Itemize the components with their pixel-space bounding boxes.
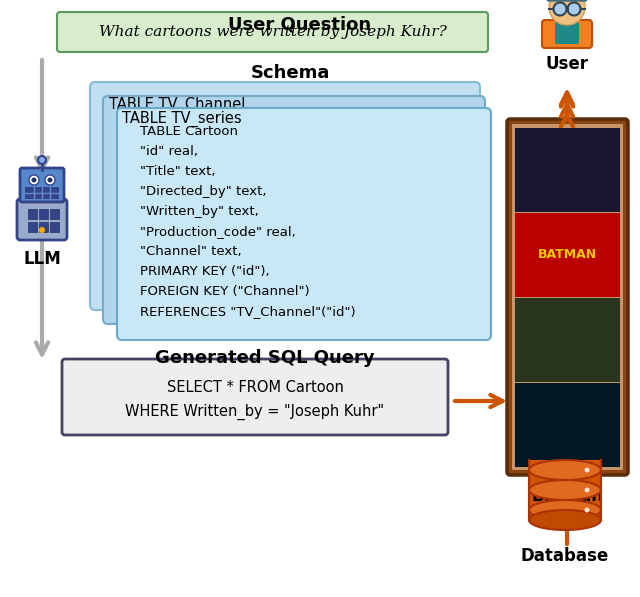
Text: Generated SQL Query: Generated SQL Query (155, 349, 375, 367)
FancyBboxPatch shape (39, 209, 48, 219)
FancyBboxPatch shape (103, 96, 485, 324)
Ellipse shape (529, 480, 601, 500)
Bar (529, 500, 601, 520)
FancyBboxPatch shape (555, 22, 579, 44)
Text: "Written_by" text,: "Written_by" text, (140, 205, 259, 218)
Bar (561, 15, 573, 25)
Bar (529, 460, 601, 480)
Ellipse shape (529, 460, 601, 480)
FancyBboxPatch shape (90, 82, 480, 310)
Ellipse shape (529, 510, 601, 530)
FancyBboxPatch shape (17, 199, 67, 240)
Text: SELECT * FROM Cartoon: SELECT * FROM Cartoon (166, 380, 344, 395)
Text: BATMAN: BATMAN (538, 248, 597, 261)
Bar (515, 383, 620, 467)
FancyBboxPatch shape (50, 209, 59, 219)
Circle shape (549, 0, 585, 25)
Circle shape (31, 177, 36, 183)
FancyBboxPatch shape (28, 209, 37, 219)
Circle shape (47, 177, 52, 183)
Text: TABLE TV_series: TABLE TV_series (122, 111, 242, 127)
Text: "Directed_by" text,: "Directed_by" text, (140, 185, 266, 198)
Circle shape (554, 2, 566, 16)
Text: "Production_code" real,: "Production_code" real, (140, 225, 296, 238)
Text: Schema: Schema (250, 64, 330, 82)
Text: REFERENCES "TV_Channel"("id"): REFERENCES "TV_Channel"("id") (140, 305, 356, 318)
FancyBboxPatch shape (542, 20, 592, 48)
Text: "Channel" text,: "Channel" text, (140, 245, 242, 258)
Text: Batman
Series: Batman Series (531, 487, 604, 526)
Text: User: User (545, 55, 589, 73)
Text: PRIMARY KEY ("id"),: PRIMARY KEY ("id"), (140, 265, 269, 278)
Circle shape (45, 175, 55, 185)
FancyBboxPatch shape (547, 0, 587, 1)
Text: TABLE TV_Channel: TABLE TV_Channel (109, 97, 245, 113)
Ellipse shape (529, 500, 601, 520)
Text: "id" real,: "id" real, (140, 145, 198, 158)
Bar (515, 213, 620, 297)
FancyBboxPatch shape (20, 168, 64, 202)
FancyBboxPatch shape (39, 222, 48, 232)
FancyBboxPatch shape (50, 222, 59, 232)
Circle shape (39, 227, 45, 233)
Text: User Question: User Question (228, 15, 372, 33)
Text: What cartoons were written by Joseph Kuhr?: What cartoons were written by Joseph Kuh… (99, 25, 446, 39)
Circle shape (584, 488, 589, 493)
Text: TABLE Cartoon: TABLE Cartoon (140, 125, 238, 138)
Circle shape (29, 175, 39, 185)
Circle shape (568, 2, 580, 16)
FancyBboxPatch shape (507, 119, 628, 475)
Circle shape (584, 507, 589, 512)
Text: LLM: LLM (23, 250, 61, 268)
Bar (515, 298, 620, 382)
Circle shape (584, 467, 589, 472)
FancyBboxPatch shape (512, 124, 623, 470)
Bar (515, 128, 620, 212)
FancyBboxPatch shape (25, 187, 59, 199)
Text: WHERE Written_by = "Joseph Kuhr": WHERE Written_by = "Joseph Kuhr" (125, 404, 385, 420)
Circle shape (38, 156, 46, 164)
FancyBboxPatch shape (62, 359, 448, 435)
Text: "Title" text,: "Title" text, (140, 165, 216, 178)
Text: FOREIGN KEY ("Channel"): FOREIGN KEY ("Channel") (140, 285, 310, 298)
Bar (529, 480, 601, 500)
FancyBboxPatch shape (28, 222, 37, 232)
Text: Database: Database (521, 547, 609, 565)
FancyBboxPatch shape (57, 12, 488, 52)
FancyBboxPatch shape (117, 108, 491, 340)
